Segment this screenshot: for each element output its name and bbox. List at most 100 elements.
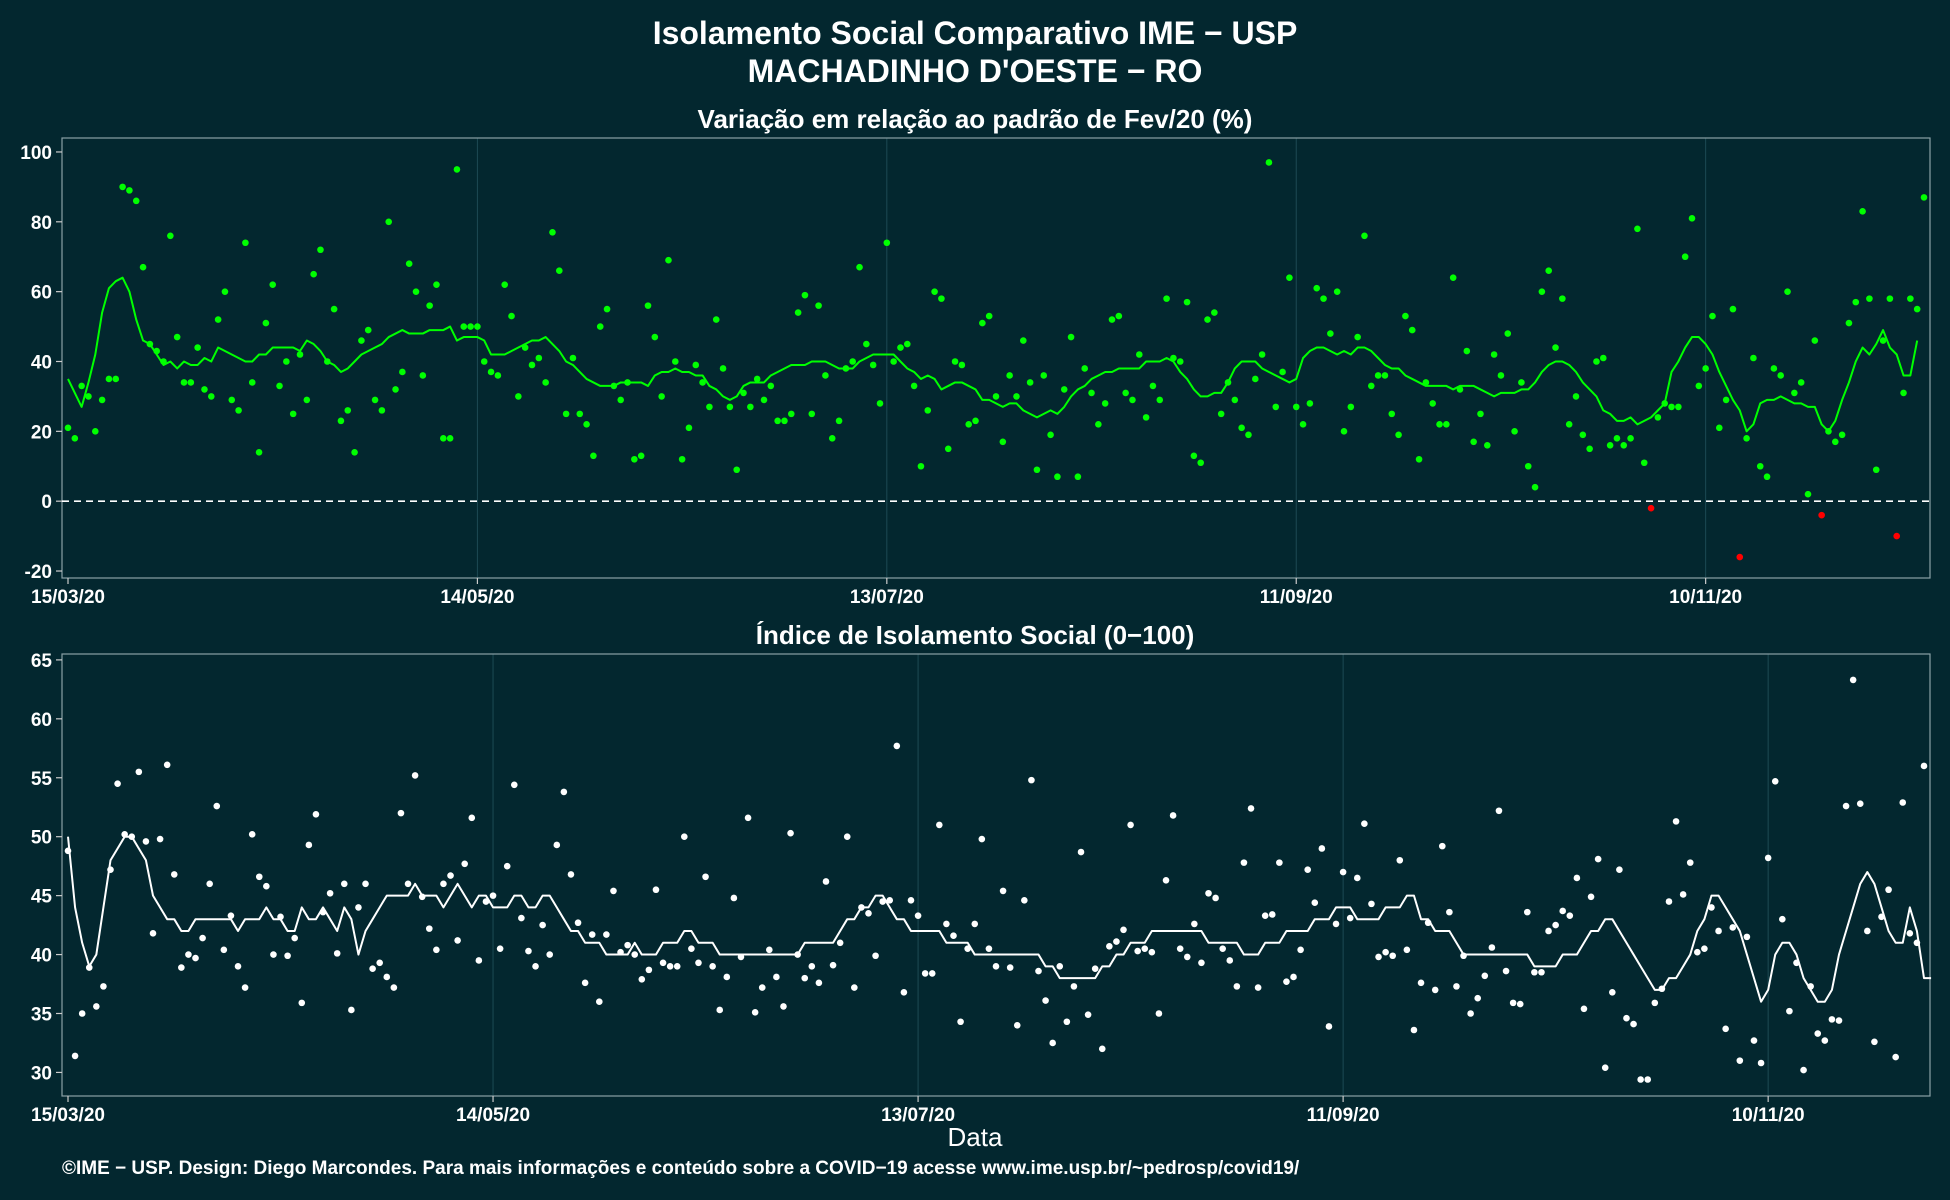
data-point [1873, 466, 1880, 473]
data-point [383, 974, 390, 981]
data-point [1389, 952, 1396, 959]
data-point [1614, 435, 1621, 442]
data-point [1843, 803, 1850, 810]
data-point [1829, 1016, 1836, 1023]
data-point [1832, 439, 1839, 446]
data-point [1464, 348, 1471, 355]
data-point [1297, 947, 1304, 954]
data-point [1627, 435, 1634, 442]
data-point [1156, 1010, 1163, 1017]
data-point [1899, 799, 1906, 806]
data-point [1238, 425, 1245, 432]
data-point [1375, 954, 1382, 961]
data-point [576, 411, 583, 418]
data-point [405, 881, 412, 888]
data-point [549, 229, 556, 236]
data-point [1085, 1011, 1092, 1018]
data-point [1517, 1001, 1524, 1008]
data-point [1163, 877, 1170, 884]
data-point [1304, 866, 1311, 873]
data-point [667, 963, 674, 970]
data-point [702, 873, 709, 880]
data-point [1095, 421, 1102, 428]
data-point [561, 789, 568, 796]
data-point [79, 1010, 86, 1017]
data-point [768, 383, 775, 390]
data-point [972, 418, 979, 425]
x-tick-label: 13/07/20 [850, 587, 924, 608]
data-point [699, 379, 706, 386]
data-point [1593, 358, 1600, 365]
data-point [1559, 908, 1566, 915]
data-point [1075, 473, 1082, 480]
data-point [334, 950, 341, 957]
data-point [624, 942, 631, 949]
data-point [745, 815, 752, 822]
data-point [1382, 372, 1389, 379]
data-point [433, 281, 440, 288]
data-point [208, 393, 215, 400]
data-point [1049, 1040, 1056, 1047]
data-point [1218, 411, 1225, 418]
data-point [1143, 414, 1150, 421]
data-point [412, 772, 419, 779]
data-point [467, 323, 474, 330]
data-point [583, 421, 590, 428]
data-point [461, 861, 468, 868]
data-point [1607, 442, 1614, 449]
data-point [884, 239, 891, 246]
data-point [1641, 459, 1648, 466]
data-point [1092, 965, 1099, 972]
data-point [126, 187, 133, 194]
data-point [1892, 1054, 1899, 1061]
data-point [1439, 843, 1446, 850]
data-point [924, 407, 931, 414]
data-point [922, 970, 929, 977]
data-point [1661, 400, 1668, 407]
data-point [1634, 225, 1641, 232]
data-point [1510, 1000, 1517, 1007]
data-point [392, 386, 399, 393]
data-point [733, 466, 740, 473]
data-point [1567, 912, 1574, 919]
data-point [706, 404, 713, 411]
data-point [433, 947, 440, 954]
data-point [72, 435, 79, 442]
data-point [639, 976, 646, 983]
data-point [582, 980, 589, 987]
y-tick-label: 40 [31, 946, 52, 967]
data-point [1852, 299, 1859, 306]
data-point [1149, 949, 1156, 956]
data-point [297, 351, 304, 358]
data-point [858, 904, 865, 911]
data-point [256, 449, 263, 456]
data-point [631, 456, 638, 463]
data-point [752, 1009, 759, 1016]
data-point [716, 1007, 723, 1014]
data-point [1241, 859, 1248, 866]
data-point [1687, 859, 1694, 866]
data-point [1866, 295, 1873, 302]
data-point [1574, 875, 1581, 882]
data-point [727, 404, 734, 411]
data-point [320, 909, 327, 916]
data-point [1191, 452, 1198, 459]
data-point [617, 949, 624, 956]
data-point [1347, 915, 1354, 922]
data-point [1552, 922, 1559, 929]
data-point [596, 998, 603, 1005]
data-point [660, 960, 667, 967]
data-point [1616, 866, 1623, 873]
data-point [761, 397, 768, 404]
data-point [201, 386, 208, 393]
data-point [167, 232, 174, 239]
data-point [1818, 512, 1825, 519]
data-point [1078, 849, 1085, 856]
data-point [1791, 390, 1798, 397]
data-point [1416, 456, 1423, 463]
data-point [844, 833, 851, 840]
data-point [1914, 306, 1921, 313]
data-point [1814, 1030, 1821, 1037]
data-point [542, 379, 549, 386]
data-point [419, 894, 426, 901]
